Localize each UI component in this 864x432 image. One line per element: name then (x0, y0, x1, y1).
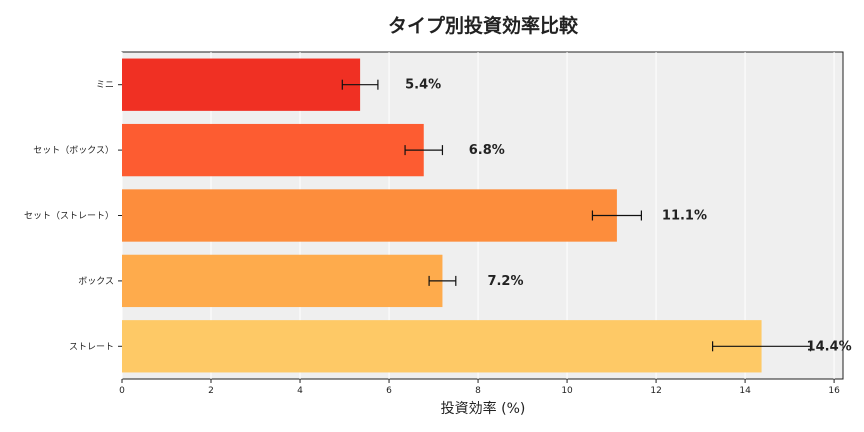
x-tick-label: 12 (650, 386, 661, 396)
data-labels: 5.4% 6.8% 11.1% 7.2% 14.4% (405, 78, 852, 355)
data-label: 7.2% (487, 274, 523, 289)
error-bars (341, 79, 812, 352)
x-tick-label: 2 (208, 386, 214, 396)
category-label: ボックス (78, 276, 114, 287)
data-label: 6.8% (469, 143, 505, 158)
data-label: 11.1% (662, 209, 707, 224)
bar (122, 320, 762, 373)
bar (122, 58, 361, 111)
x-tick-label: 8 (475, 386, 481, 396)
bar (122, 189, 617, 242)
x-tick-label: 4 (297, 386, 303, 396)
x-tick-label: 10 (561, 386, 573, 396)
x-tick-label: 0 (119, 386, 125, 396)
category-label: ストレート (69, 342, 114, 352)
bar (122, 123, 424, 177)
category-label: セット（ボックス） (33, 145, 114, 156)
bar (122, 254, 443, 308)
data-label: 14.4% (807, 339, 852, 354)
category-label: ミニ (96, 81, 114, 91)
x-ticks: 0 2 4 6 8 10 12 14 16 (119, 379, 840, 396)
data-label: 5.4% (405, 78, 441, 93)
bars (122, 58, 762, 373)
chart-title: タイプ別投資効率比較 (388, 14, 579, 37)
x-axis-label: 投資効率 (%) (441, 400, 526, 417)
x-tick-label: 6 (386, 386, 392, 396)
x-tick-label: 14 (739, 386, 751, 396)
x-tick-label: 16 (828, 386, 840, 396)
category-label: セット（ストレート） (24, 211, 114, 222)
